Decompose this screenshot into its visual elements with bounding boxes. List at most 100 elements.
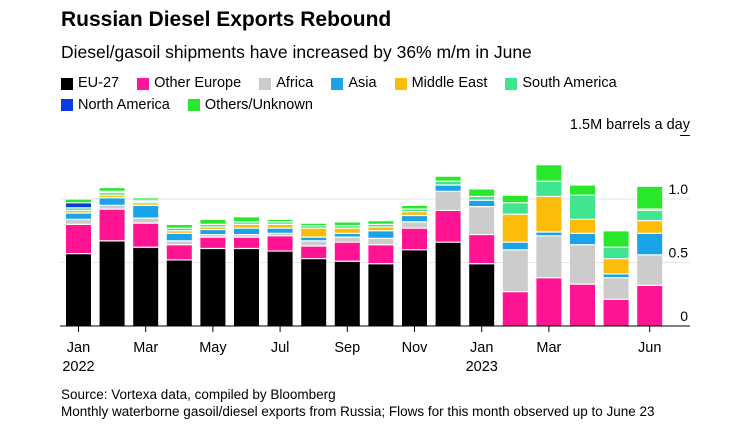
chart-subtitle: Diesel/gasoil shipments have increased b… <box>61 42 532 62</box>
legend-swatch <box>259 77 272 90</box>
legend-swatch <box>394 77 407 90</box>
bar-segment <box>99 240 125 326</box>
bar-segment <box>334 261 360 326</box>
bar-segment <box>603 299 629 326</box>
bar-segment <box>133 201 159 203</box>
legend-item-asia: Asia <box>331 74 377 93</box>
bar-segment <box>200 229 226 235</box>
bar-segment <box>66 202 91 208</box>
bar-segment <box>469 234 495 264</box>
bar-segment <box>570 219 595 234</box>
bar-segment <box>166 228 192 231</box>
bar-segment <box>435 210 461 243</box>
legend-swatch <box>137 77 150 90</box>
bar-segment <box>402 221 427 229</box>
bar-segment <box>570 244 595 285</box>
bar-segment <box>234 216 259 222</box>
bar-segment <box>435 185 461 192</box>
bar-segment <box>570 233 595 245</box>
x-tick-label: Nov <box>402 340 429 356</box>
x-tick-year-label: 2023 <box>466 359 498 375</box>
bar-segment <box>368 238 394 245</box>
bar-segment <box>267 251 293 326</box>
y-tick-label: 0.5 <box>669 245 689 261</box>
bar-segment <box>435 181 461 186</box>
legend-swatch <box>187 99 200 111</box>
bar-segment <box>368 263 394 326</box>
bar-segment <box>234 237 259 249</box>
bar-segment <box>637 209 663 211</box>
bar-segment <box>99 205 125 210</box>
bar-segment <box>637 210 663 221</box>
bar-segment <box>469 263 495 326</box>
legend-swatch <box>61 77 73 90</box>
legend-label: Other Europe <box>154 75 242 91</box>
bar-segment <box>66 219 91 225</box>
bar-segment <box>603 247 629 259</box>
y-axis-unit-label: 1.5M barrels a day <box>569 117 690 133</box>
bar-segment <box>301 240 327 246</box>
legend-item-others-unknown: Others/Unknown <box>187 96 313 115</box>
bar-segment <box>502 249 528 292</box>
bar-segment <box>200 226 226 230</box>
bar-segment <box>469 200 495 207</box>
bar-segment <box>66 207 91 211</box>
bar-segment <box>99 187 125 192</box>
bar-segment <box>234 224 259 229</box>
bar-segment <box>166 244 192 260</box>
bar-segment <box>267 233 293 236</box>
bar-segment <box>166 259 192 326</box>
bar-segment <box>66 224 91 254</box>
source-line: Source: Vortexa data, compiled by Bloomb… <box>61 387 336 402</box>
bar-segment <box>99 191 125 193</box>
x-tick-year-label: 2022 <box>62 359 94 375</box>
bar-segment <box>166 233 192 241</box>
bar-segment <box>267 224 293 229</box>
bar-segment <box>267 221 293 225</box>
bar-segment <box>166 224 192 229</box>
chart-title: Russian Diesel Exports Rebound <box>61 8 392 31</box>
legend-swatch <box>505 77 518 90</box>
legend-item-other-europe: Other Europe <box>137 74 241 93</box>
legend-label: Asia <box>348 75 377 91</box>
bar-segment <box>536 196 562 233</box>
bar-segment <box>469 206 495 235</box>
bar-segment <box>133 200 159 202</box>
legend: EU-27 Other Europe Africa Asia Middle Ea… <box>61 74 681 117</box>
x-tick-label: Mar <box>133 340 158 356</box>
legend-swatch <box>61 99 73 111</box>
stacked-bar-chart: 0 0.5 1.0 Jan 2022 Mar May Jul Sep Nov Jan 2023 Mar J… <box>60 135 690 375</box>
bar-segment <box>66 199 91 203</box>
bar-segment <box>166 230 192 234</box>
bar-segment <box>435 242 461 326</box>
bar-segment <box>301 258 327 326</box>
bar-segment <box>637 233 663 255</box>
bar-segment <box>200 237 226 249</box>
bar-segment <box>435 191 461 211</box>
bar-segment <box>637 220 663 234</box>
bar-segment <box>502 202 528 215</box>
bar-segment <box>637 254 663 286</box>
bar-segment <box>166 240 192 245</box>
bar-segment <box>99 192 125 196</box>
bar-segment <box>99 195 125 198</box>
bar-segment <box>502 291 528 326</box>
legend-item-africa: Africa <box>259 74 313 93</box>
bar-segment <box>200 219 226 225</box>
bar-segment <box>301 237 327 241</box>
bar-segment <box>66 212 91 220</box>
bar-segment <box>334 225 360 229</box>
bar-segment <box>368 226 394 231</box>
legend-item-middle-east: Middle East <box>394 74 487 93</box>
legend-item-north-america: North America <box>61 96 170 115</box>
bar-segment <box>133 205 159 219</box>
x-tick-label: Jan <box>470 340 493 356</box>
bar-segment <box>133 223 159 248</box>
bar-segment <box>536 181 562 197</box>
x-tick-label: Jan <box>67 340 90 356</box>
bar-segment <box>368 244 394 264</box>
legend-swatch <box>331 77 344 90</box>
bar-segment <box>99 209 125 241</box>
bar-segment <box>435 176 461 182</box>
bar-segment <box>570 185 595 196</box>
